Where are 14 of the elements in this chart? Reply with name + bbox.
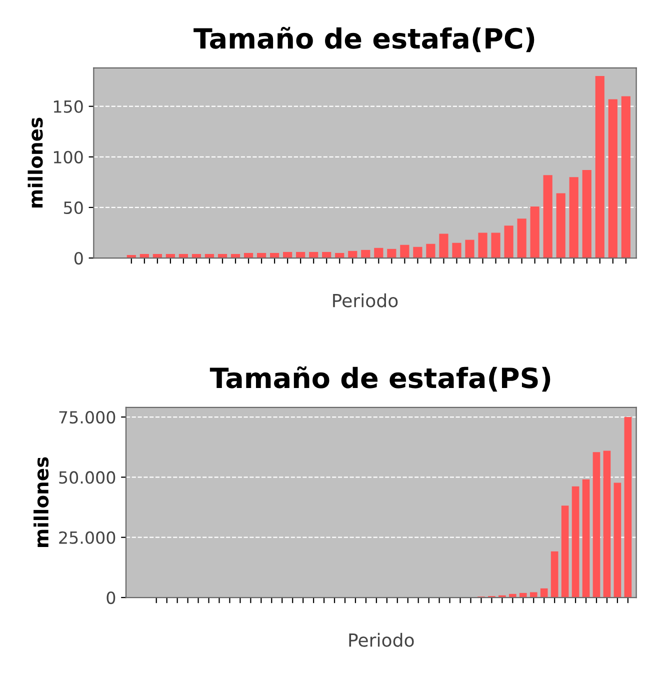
x-axis-title: Periodo	[333, 293, 398, 308]
y-axis-title: millones	[28, 118, 43, 208]
y-tick-label: 100	[54, 150, 83, 164]
chart-title: Tamaño de estafa(PS)	[210, 366, 550, 392]
x-axis-title: Periodo	[349, 632, 414, 647]
y-tick-label: 25.000	[59, 531, 116, 544]
y-tick-label: 75.000	[59, 410, 116, 424]
y-tick-label: 0	[74, 252, 83, 265]
chart-title: Tamaño de estafa(PC)	[194, 26, 534, 52]
y-tick-label: 50	[64, 201, 83, 214]
y-tick-label: 0	[106, 591, 116, 604]
y-axis-title: millones	[34, 457, 49, 547]
y-tick-label: 150	[54, 100, 83, 113]
y-tick-label: 50.000	[59, 471, 116, 484]
